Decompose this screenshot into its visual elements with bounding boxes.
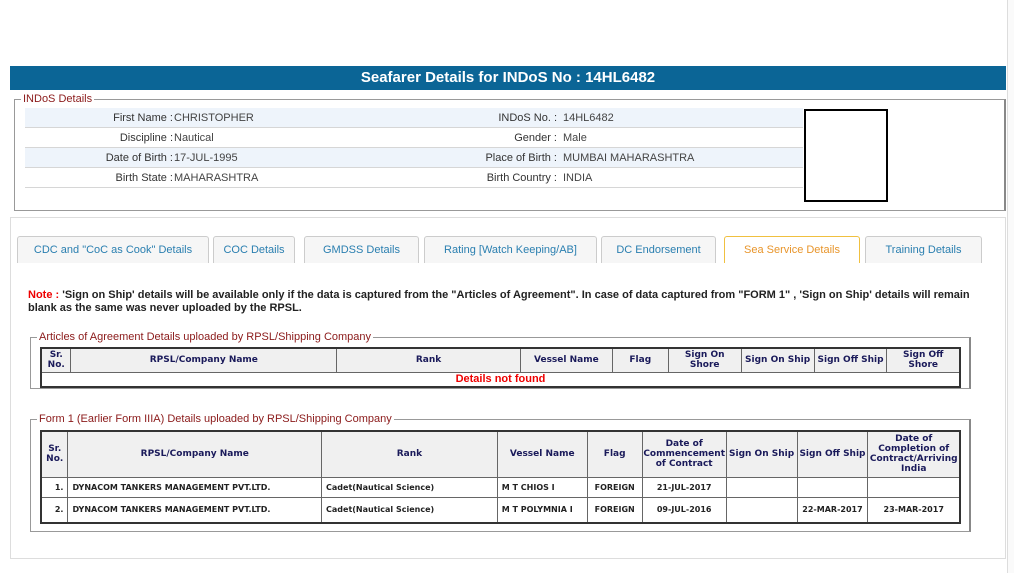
table-cell: 22-MAR-2017 xyxy=(796,496,869,524)
note: Note : 'Sign on Ship' details will be av… xyxy=(28,289,978,315)
tab-gmdss-details[interactable]: GMDSS Details xyxy=(304,236,419,263)
column-header: Date of Commencement of Contract xyxy=(641,430,727,478)
column-header: Vessel Name xyxy=(496,430,588,478)
field-label: Birth State : xyxy=(115,172,173,184)
tab-container xyxy=(10,217,1006,559)
field-value: MAHARASHTRA xyxy=(174,172,259,184)
column-header: Sign On Ship xyxy=(740,347,815,373)
header-row: Sr. No. RPSL/Company Name Rank Vessel Name F… xyxy=(40,347,961,373)
field-value: 17-JUL-1995 xyxy=(174,152,238,164)
form1-fieldset: Form 1 (Earlier Form IIIA) Details uploa… xyxy=(30,413,971,532)
field-label: Gender : xyxy=(514,132,557,144)
tab-training-details[interactable]: Training Details xyxy=(865,236,982,263)
tab-sea-service-details[interactable]: Sea Service Details xyxy=(724,236,860,263)
table-cell xyxy=(725,476,798,498)
field-label: First Name : xyxy=(113,112,173,124)
field-value: Nautical xyxy=(174,132,214,144)
column-header: Rank xyxy=(336,347,521,373)
column-header: Vessel Name xyxy=(519,347,613,373)
field-label: Date of Birth : xyxy=(105,152,173,164)
indos-details-fieldset: INDoS Details xyxy=(14,93,1006,211)
page-title: Seafarer Details for INDoS No : 14HL6482 xyxy=(10,66,1006,90)
column-header: Flag xyxy=(611,347,669,373)
table-cell: M T CHIOS I xyxy=(496,476,588,498)
indos-row: Date of Birth :17-JUL-1995 Place of Birth… xyxy=(25,148,803,168)
form1-table: Sr. No. RPSL/Company Name Rank Vessel Name F… xyxy=(40,430,961,524)
articles-fieldset: Articles of Agreement Details uploaded b… xyxy=(30,331,971,389)
articles-legend: Articles of Agreement Details uploaded b… xyxy=(39,331,372,343)
empty-row: Details not found xyxy=(40,371,961,388)
column-header: RPSL/Company Name xyxy=(70,347,338,373)
field-label: Place of Birth : xyxy=(485,152,557,164)
indos-legend: INDoS Details xyxy=(23,93,93,105)
table-cell xyxy=(796,476,869,498)
table-cell: FOREIGN xyxy=(586,476,643,498)
column-header: Sign On Ship xyxy=(725,430,798,478)
field-value: INDIA xyxy=(563,172,593,184)
column-header: Sr. No. xyxy=(40,347,72,373)
seafarer-photo xyxy=(804,109,888,202)
column-header: RPSL/Company Name xyxy=(67,430,323,478)
column-header: Flag xyxy=(586,430,643,478)
column-header: Sr. No. xyxy=(40,430,69,478)
field-label: INDoS No. : xyxy=(498,112,557,124)
note-text: 'Sign on Ship' details will be available… xyxy=(28,289,970,314)
field-label: Birth Country : xyxy=(486,172,557,184)
articles-table: Sr. No. RPSL/Company Name Rank Vessel Name F… xyxy=(40,347,961,388)
field-value: 14HL6482 xyxy=(563,112,614,124)
column-header: Sign Off Ship xyxy=(813,347,888,373)
column-header: Sign On Shore xyxy=(667,347,742,373)
tab-coc-details[interactable]: COC Details xyxy=(213,236,295,263)
column-header: Sign Off Ship xyxy=(796,430,869,478)
column-header: Date of Completion of Contract/Arriving … xyxy=(867,430,961,478)
table-cell: DYNACOM TANKERS MANAGEMENT PVT.LTD. xyxy=(67,496,323,524)
table-cell: DYNACOM TANKERS MANAGEMENT PVT.LTD. xyxy=(67,476,323,498)
table-row: 2. DYNACOM TANKERS MANAGEMENT PVT.LTD. Cad… xyxy=(40,496,961,524)
table-cell: 2. xyxy=(40,496,69,524)
scrollbar[interactable] xyxy=(1007,0,1014,573)
tab-dc-endorsement[interactable]: DC Endorsement xyxy=(601,236,716,263)
table-cell: 21-JUL-2017 xyxy=(641,476,727,498)
table-cell: 1. xyxy=(40,476,69,498)
field-value: Male xyxy=(563,132,587,144)
table-cell: 23-MAR-2017 xyxy=(867,496,961,524)
column-header: Sign Off Shore xyxy=(886,347,961,373)
indos-row: Birth State : MAHARASHTRA Birth Country : I… xyxy=(25,168,803,188)
table-cell: FOREIGN xyxy=(586,496,643,524)
header-row: Sr. No. RPSL/Company Name Rank Vessel Name F… xyxy=(40,430,961,478)
table-cell: 09-JUL-2016 xyxy=(641,496,727,524)
table-cell: Cadet(Nautical Science) xyxy=(321,476,498,498)
note-label: Note : xyxy=(28,289,60,301)
field-label: Discipline : xyxy=(119,132,173,144)
tab-cdc-and-coc-as-cook-details[interactable]: CDC and "CoC as Cook" Details xyxy=(17,236,209,263)
table-row: 1. DYNACOM TANKERS MANAGEMENT PVT.LTD. Cad… xyxy=(40,476,961,498)
tab-rating-watch-keeping-ab[interactable]: Rating [Watch Keeping/AB] xyxy=(424,236,597,263)
field-value: CHRISTOPHER xyxy=(174,112,254,124)
indos-row: First Name : CHRISTOPHER INDoS No. : 14HL64… xyxy=(25,108,803,128)
indos-row: Discipline : Nautical Gender : Male xyxy=(25,128,803,148)
table-cell: M T POLYMNIA I xyxy=(496,496,588,524)
table-cell xyxy=(725,496,798,524)
details-not-found: Details not found xyxy=(40,371,961,388)
table-cell: Cadet(Nautical Science) xyxy=(321,496,498,524)
form1-legend: Form 1 (Earlier Form IIIA) Details uploa… xyxy=(39,413,392,425)
column-header: Rank xyxy=(321,430,498,478)
field-value: MUMBAI MAHARASHTRA xyxy=(563,152,695,164)
table-cell xyxy=(867,476,961,498)
